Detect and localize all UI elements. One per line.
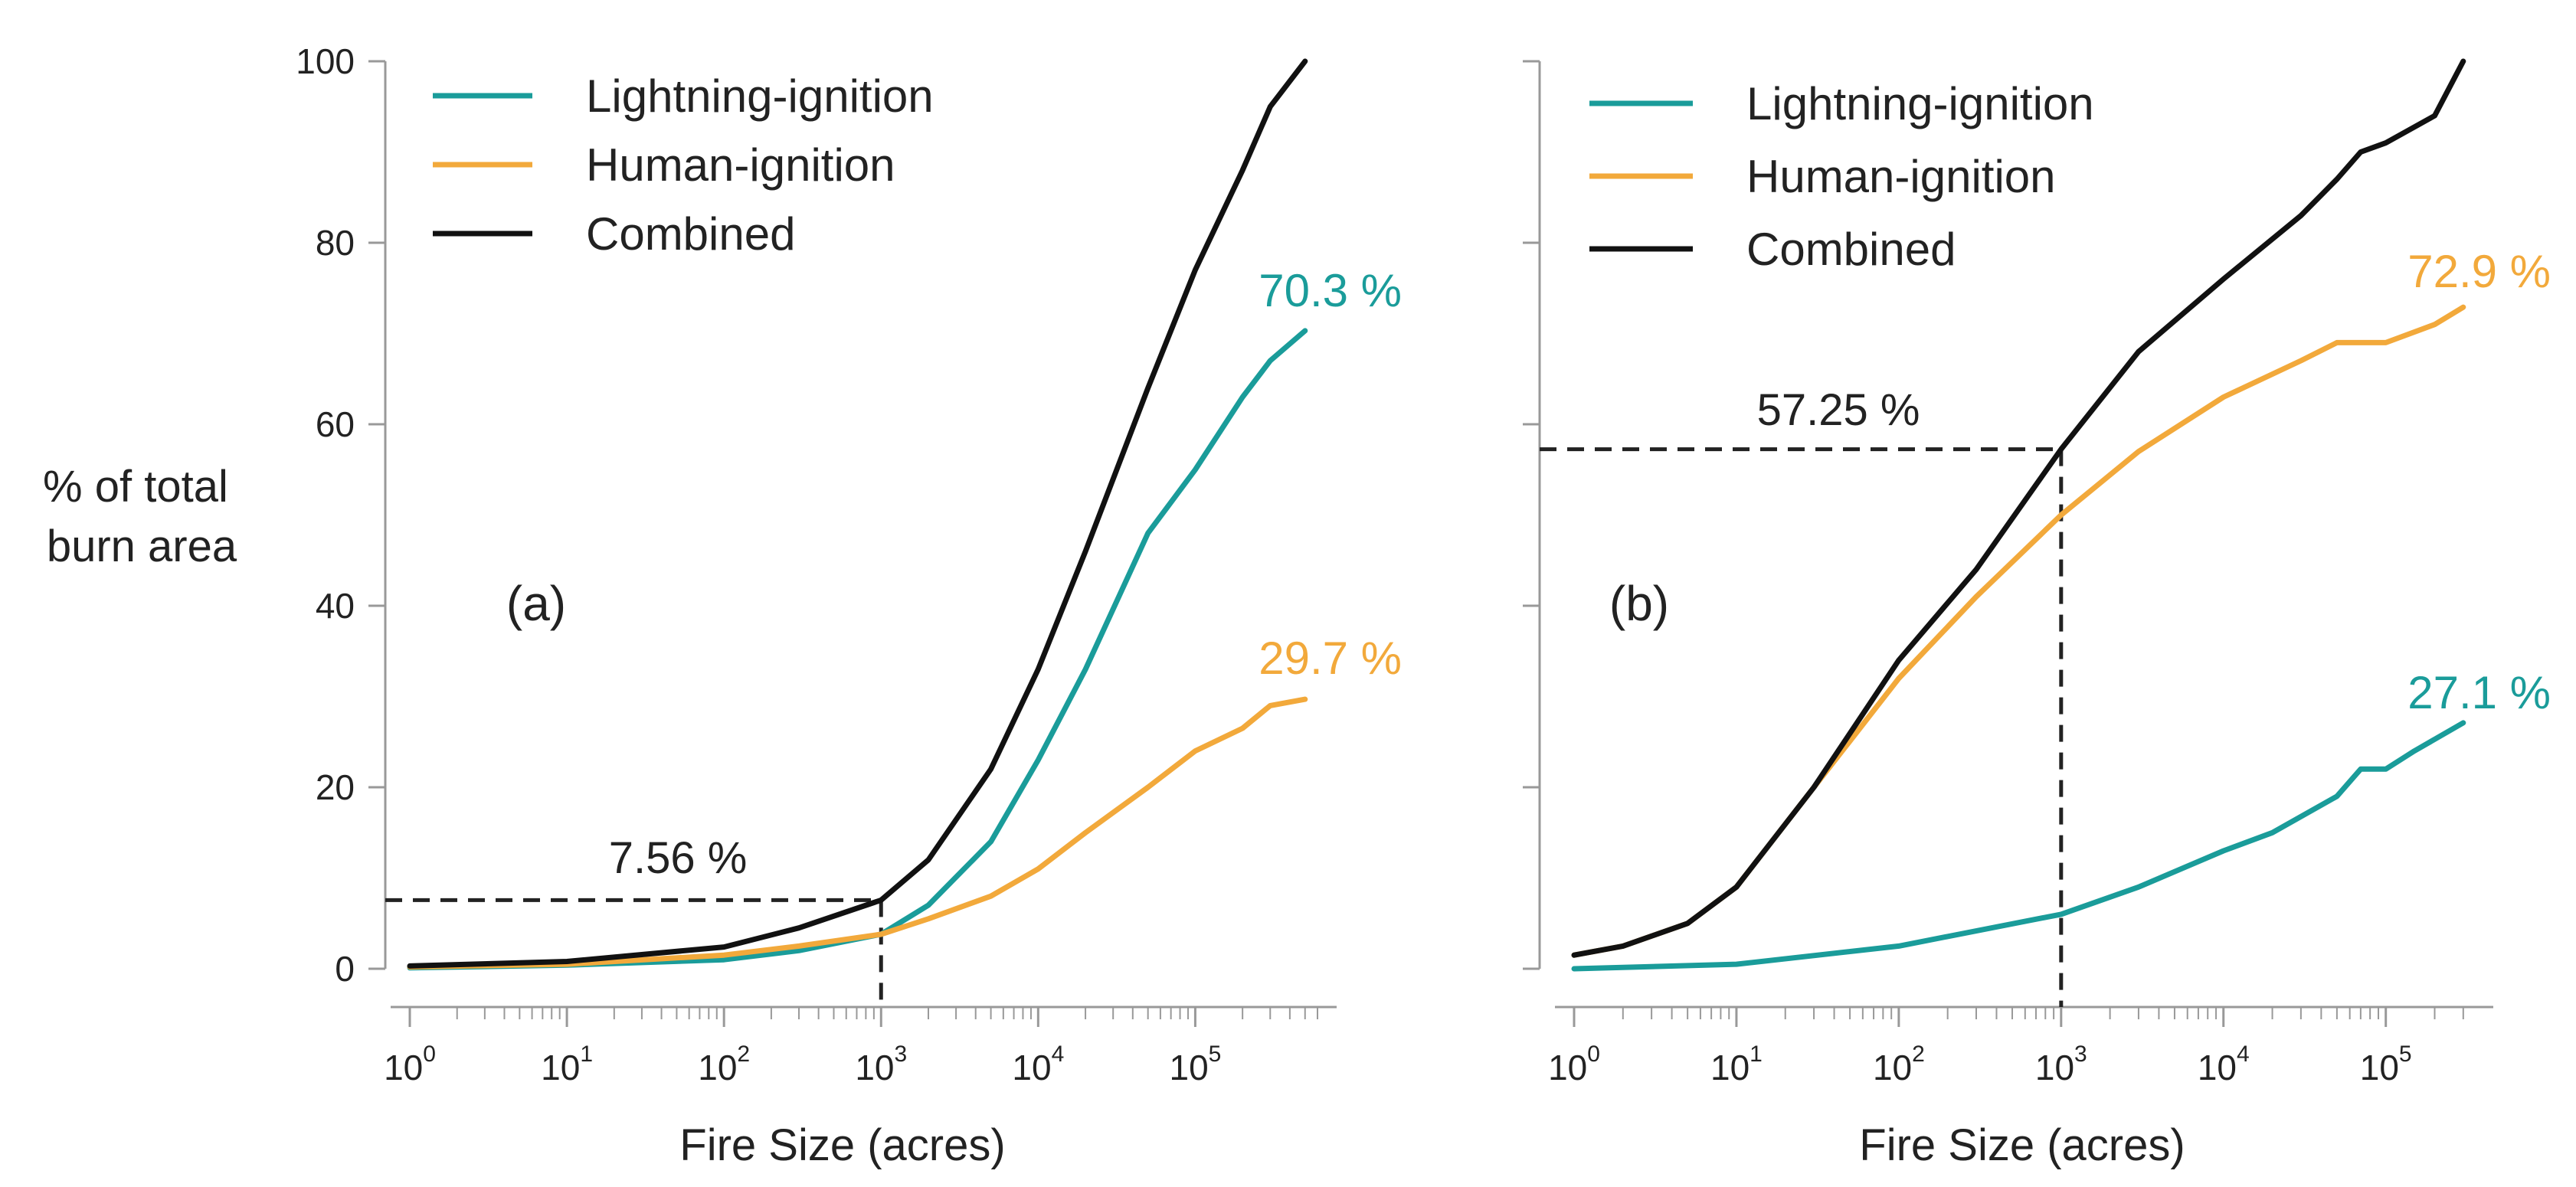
x-tick-label: 101 bbox=[541, 1041, 593, 1087]
legend-label: Lightning-ignition bbox=[1746, 78, 2094, 129]
end-value-label: 72.9 % bbox=[2407, 246, 2551, 297]
x-tick-label-base: 10 bbox=[1548, 1048, 1587, 1087]
x-tick-label: 104 bbox=[1012, 1041, 1064, 1087]
x-tick-label: 102 bbox=[1873, 1041, 1925, 1087]
series-line-lightning-ignition bbox=[1571, 720, 2466, 972]
x-tick-label-exponent: 2 bbox=[1912, 1041, 1925, 1067]
end-value-label: 70.3 % bbox=[1259, 265, 1402, 316]
x-tick-label-base: 10 bbox=[1710, 1048, 1750, 1087]
x-tick-label: 101 bbox=[1710, 1041, 1763, 1087]
y-axis-title: % of total burn area bbox=[43, 462, 241, 571]
y-tick-label: 100 bbox=[296, 41, 355, 81]
x-tick-label-base: 10 bbox=[2198, 1048, 2237, 1087]
x-tick-label-base: 10 bbox=[2035, 1048, 2074, 1087]
x-axis-title: Fire Size (acres) bbox=[679, 1120, 1005, 1170]
end-value-label: 29.7 % bbox=[1259, 633, 1402, 684]
x-tick-label-exponent: 4 bbox=[2237, 1041, 2250, 1067]
x-tick-label-exponent: 0 bbox=[1587, 1041, 1600, 1067]
reference-label: 57.25 % bbox=[1757, 385, 1920, 435]
x-tick-label-base: 10 bbox=[384, 1048, 423, 1087]
x-tick-label-base: 10 bbox=[2360, 1048, 2399, 1087]
y-axis-title-line-2: burn area bbox=[47, 522, 237, 571]
y-tick-label: 40 bbox=[316, 586, 355, 626]
legend-label: Human-ignition bbox=[1746, 151, 2056, 202]
x-tick-label-base: 10 bbox=[1012, 1048, 1051, 1087]
x-tick-label-exponent: 3 bbox=[2074, 1041, 2087, 1067]
reference-label: 7.56 % bbox=[609, 833, 748, 883]
x-tick-label: 103 bbox=[2035, 1041, 2087, 1087]
x-tick-label-exponent: 5 bbox=[2399, 1041, 2412, 1067]
series-line-human-ignition bbox=[407, 696, 1308, 970]
x-tick-label-exponent: 1 bbox=[580, 1041, 593, 1067]
x-tick-label: 103 bbox=[855, 1041, 907, 1087]
x-tick-label-exponent: 5 bbox=[1209, 1041, 1222, 1067]
x-tick-label: 104 bbox=[2198, 1041, 2250, 1087]
y-tick-label: 20 bbox=[316, 767, 355, 807]
y-tick-label: 60 bbox=[316, 404, 355, 444]
x-tick-label: 102 bbox=[698, 1041, 750, 1087]
x-tick-label-exponent: 4 bbox=[1052, 1041, 1065, 1067]
series-line-combined bbox=[1571, 58, 2466, 958]
series-line-combined bbox=[407, 58, 1308, 969]
x-tick-label-base: 10 bbox=[1169, 1048, 1208, 1087]
x-tick-label: 105 bbox=[1169, 1041, 1221, 1087]
panel-label: (b) bbox=[1609, 576, 1669, 631]
y-axis-title-line-1: % of total bbox=[43, 462, 228, 512]
x-axis-title: Fire Size (acres) bbox=[1859, 1120, 2185, 1170]
x-tick-label-exponent: 3 bbox=[894, 1041, 907, 1067]
x-tick-label-base: 10 bbox=[855, 1048, 894, 1087]
legend-label: Combined bbox=[1746, 224, 1956, 275]
x-tick-label-base: 10 bbox=[541, 1048, 580, 1087]
x-tick-label-exponent: 0 bbox=[423, 1041, 436, 1067]
legend-label: Combined bbox=[586, 208, 796, 260]
series-line-human-ignition bbox=[1571, 304, 2466, 958]
end-value-label: 27.1 % bbox=[2407, 667, 2551, 718]
x-tick-label-exponent: 1 bbox=[1750, 1041, 1763, 1067]
legend-label: Lightning-ignition bbox=[586, 70, 934, 122]
x-tick-label: 100 bbox=[384, 1041, 436, 1087]
series-line-lightning-ignition bbox=[407, 328, 1308, 971]
panel-label: (a) bbox=[506, 576, 566, 631]
x-tick-label: 105 bbox=[2360, 1041, 2412, 1087]
y-tick-label: 80 bbox=[316, 223, 355, 263]
x-tick-label-exponent: 2 bbox=[737, 1041, 750, 1067]
x-tick-label: 100 bbox=[1548, 1041, 1600, 1087]
legend-label: Human-ignition bbox=[586, 139, 895, 191]
x-tick-label-base: 10 bbox=[698, 1048, 737, 1087]
y-tick-label: 0 bbox=[335, 949, 355, 989]
x-tick-label-base: 10 bbox=[1873, 1048, 1912, 1087]
